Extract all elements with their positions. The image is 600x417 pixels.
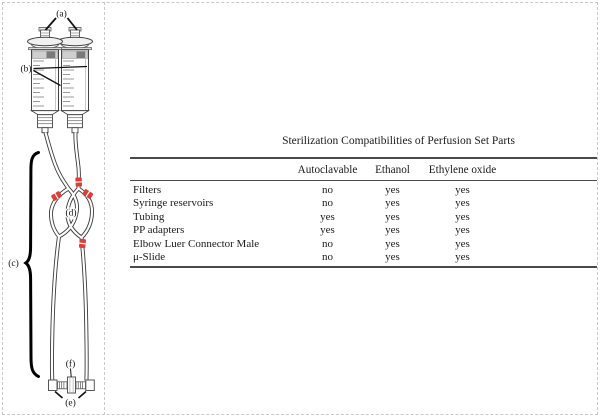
value-ethanol: yes xyxy=(385,210,400,223)
value-ethylene-oxide: yes xyxy=(455,210,470,223)
table-row: Filters no yes yes xyxy=(130,184,597,197)
value-ethylene-oxide: yes xyxy=(455,184,470,196)
value-ethanol: yes xyxy=(385,197,400,210)
part-name: Filters xyxy=(133,184,162,196)
value-ethanol: yes xyxy=(385,184,400,196)
table-title: Sterilization Compatibilities of Perfusi… xyxy=(282,135,515,147)
leader-lines xyxy=(33,17,88,399)
tubing-icon xyxy=(43,131,95,381)
slide-assembly-icon xyxy=(48,376,95,394)
column-header-autoclavable: Autoclavable xyxy=(297,164,358,176)
value-autoclavable: no xyxy=(322,197,333,210)
brace-icon xyxy=(23,151,40,378)
table-rule-mid xyxy=(130,179,597,181)
table-rule-top xyxy=(130,157,597,159)
value-autoclavable: no xyxy=(322,250,333,263)
part-name: Elbow Luer Connector Male xyxy=(133,237,260,250)
value-ethylene-oxide: yes xyxy=(455,250,470,263)
value-ethanol: yes xyxy=(385,237,400,250)
table-row: PP adapters yes yes yes xyxy=(130,224,597,237)
value-autoclavable: no xyxy=(322,237,333,250)
part-name: Syringe reservoirs xyxy=(133,197,214,210)
part-name: Tubing xyxy=(133,210,165,223)
column-header-ethylene-oxide: Ethylene oxide xyxy=(428,164,497,176)
label-c: (c) xyxy=(8,258,19,269)
table-body: Filters no yes yes Syringe reservoirs no… xyxy=(130,184,597,264)
part-name: μ-Slide xyxy=(133,250,166,263)
value-ethylene-oxide: yes xyxy=(455,224,470,237)
value-ethylene-oxide: yes xyxy=(455,197,470,210)
value-ethylene-oxide: yes xyxy=(455,237,470,250)
label-f: (f) xyxy=(66,359,76,370)
value-ethanol: yes xyxy=(385,250,400,263)
table-header-row: Autoclavable Ethanol Ethylene oxide xyxy=(130,162,597,178)
syringe-left-icon xyxy=(27,27,63,134)
table-row: Syringe reservoirs no yes yes xyxy=(130,197,597,210)
column-header-ethanol: Ethanol xyxy=(375,164,410,176)
perfusion-set-panel: (a) (b) (c) (d) (f) (e) xyxy=(2,2,105,415)
label-d: (d) xyxy=(65,208,76,219)
label-b: (b) xyxy=(20,64,31,75)
label-a: (a) xyxy=(56,9,67,20)
perfusion-set-diagram: (a) (b) (c) (d) (f) (e) xyxy=(8,9,95,409)
part-name: PP adapters xyxy=(133,224,185,237)
value-ethanol: yes xyxy=(385,224,400,237)
table-rule-bottom xyxy=(130,266,597,268)
value-autoclavable: no xyxy=(322,184,333,196)
table-row: μ-Slide no yes yes xyxy=(130,251,597,264)
table-row: Tubing yes yes yes xyxy=(130,211,597,224)
table-row: Elbow Luer Connector Male no yes yes xyxy=(130,238,597,251)
syringe-right-icon xyxy=(57,27,93,134)
value-autoclavable: yes xyxy=(320,210,335,223)
value-autoclavable: yes xyxy=(320,224,335,237)
red-connector-icons xyxy=(51,177,94,249)
label-e: (e) xyxy=(65,398,76,409)
